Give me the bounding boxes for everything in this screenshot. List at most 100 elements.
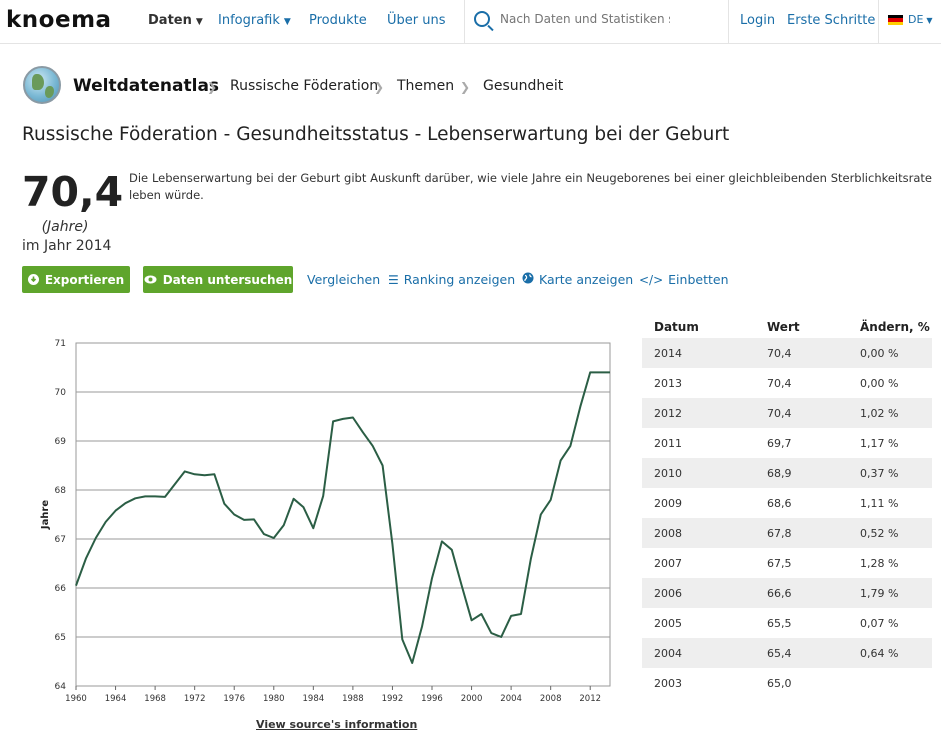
breadcrumb-root[interactable]: Weltdatenatlas (73, 76, 220, 96)
search-input[interactable] (500, 12, 670, 26)
table-row: 2012 70,4 1,02 % (642, 398, 932, 428)
y-tick-label: 71 (55, 339, 66, 349)
breadcrumb-item-health[interactable]: Gesundheit (483, 78, 564, 94)
x-tick-label: 2000 (461, 694, 483, 704)
indicator-description: Die Lebenserwartung bei der Geburt gibt … (129, 171, 932, 202)
nav-produkte[interactable]: Produkte (309, 13, 367, 28)
cell-date: 2010 (654, 467, 682, 480)
table-row: 2003 65,0 (642, 668, 932, 698)
x-tick-label: 1984 (303, 694, 325, 704)
nav-divider (728, 0, 729, 44)
y-tick-label: 65 (55, 633, 66, 643)
breadcrumb-item-country[interactable]: Russische Föderation (230, 78, 379, 94)
embed-link[interactable]: </> Einbetten (639, 272, 729, 287)
cell-change: 0,00 % (860, 377, 899, 390)
view-source-link[interactable]: View source's information (256, 718, 418, 731)
header-date: Datum (654, 320, 699, 334)
plot-frame (75, 342, 611, 687)
eye-icon (144, 273, 157, 287)
cell-date: 2012 (654, 407, 682, 420)
export-button[interactable]: Exportieren (22, 266, 130, 293)
y-tick-label: 69 (55, 437, 67, 447)
y-tick-label: 70 (55, 388, 67, 398)
nav-infografik-label: Infografik (218, 13, 280, 28)
cell-value: 68,9 (767, 467, 792, 480)
first-steps-link[interactable]: Erste Schritte (787, 13, 876, 28)
cell-change: 0,37 % (860, 467, 899, 480)
embed-label: Einbetten (668, 272, 729, 287)
knoema-logo[interactable]: knoema (6, 7, 112, 33)
life-expectancy-chart: 64 65 66 67 68 69 70 71 1960 1964 1968 1972 1976 1980… (40, 339, 611, 704)
cell-value: 70,4 (767, 407, 792, 420)
ranking-link[interactable]: ☰ Ranking anzeigen (388, 272, 515, 287)
table-row: 2009 68,6 1,11 % (642, 488, 932, 518)
table-row: 2008 67,8 0,52 % (642, 518, 932, 548)
header-value: Wert (767, 320, 800, 334)
x-tick-label: 1988 (342, 694, 364, 704)
cell-date: 2006 (654, 587, 682, 600)
page-title: Russische Föderation - Gesundheitsstatus… (22, 124, 730, 145)
cell-change: 1,28 % (860, 557, 899, 570)
nav-infografik[interactable]: Infografik ▼ (218, 13, 291, 28)
cell-date: 2013 (654, 377, 682, 390)
value-unit: (Jahre) (41, 219, 89, 235)
chevron-down-icon: ▼ (283, 17, 291, 27)
table-row: 2006 66,6 1,79 % (642, 578, 932, 608)
search-icon[interactable] (474, 11, 490, 27)
value-year: im Jahr 2014 (22, 238, 112, 254)
chevron-right-icon: ❯ (207, 80, 218, 94)
nav-ueber-uns[interactable]: Über uns (387, 13, 446, 28)
nav-divider (878, 0, 879, 44)
table-row: 2004 65,4 0,64 % (642, 638, 932, 668)
top-navigation: knoema Daten ▼ Infografik ▼ Produkte Über … (0, 0, 941, 44)
x-tick-label: 1996 (421, 694, 443, 704)
map-label: Karte anzeigen (539, 272, 634, 287)
cell-date: 2003 (654, 677, 682, 690)
cell-value: 65,5 (767, 617, 792, 630)
cell-change: 1,02 % (860, 407, 899, 420)
cell-change: 0,00 % (860, 347, 899, 360)
cell-value: 68,6 (767, 497, 792, 510)
cell-change: 0,52 % (860, 527, 899, 540)
cell-date: 2009 (654, 497, 682, 510)
table-row: 2005 65,5 0,07 % (642, 608, 932, 638)
table-header: Datum Wert Ändern, % (642, 316, 932, 338)
german-flag-icon[interactable] (888, 15, 903, 25)
header-change: Ändern, % (860, 320, 930, 334)
chevron-right-icon: ❯ (374, 80, 385, 94)
breadcrumb-item-topics[interactable]: Themen (397, 78, 455, 94)
table-row: 2010 68,9 0,37 % (642, 458, 932, 488)
table-row: 2007 67,5 1,28 % (642, 548, 932, 578)
login-link[interactable]: Login (740, 13, 776, 28)
data-table: Datum Wert Ändern, % 2014 70,4 0,00 % 2013 7… (642, 316, 932, 698)
cell-change: 1,79 % (860, 587, 899, 600)
explore-data-button[interactable]: Daten untersuchen (143, 266, 293, 293)
language-selector[interactable]: DE ▼ (908, 13, 933, 26)
cell-value: 66,6 (767, 587, 792, 600)
nav-daten[interactable]: Daten ▼ (148, 13, 203, 28)
chevron-right-icon: ❯ (460, 80, 471, 94)
chevron-down-icon: ▼ (195, 17, 203, 27)
compare-link[interactable]: Vergleichen (307, 272, 381, 287)
search-box[interactable] (474, 10, 674, 32)
y-axis-label: Jahre (40, 500, 51, 531)
cell-date: 2008 (654, 527, 682, 540)
table-row: 2013 70,4 0,00 % (642, 368, 932, 398)
cell-value: 69,7 (767, 437, 792, 450)
x-tick-label: 1976 (223, 694, 245, 704)
x-tick-label: 1992 (382, 694, 404, 704)
language-label: DE (908, 13, 924, 26)
cell-value: 70,4 (767, 347, 792, 360)
map-link[interactable]: Karte anzeigen (522, 272, 633, 287)
explore-data-label: Daten untersuchen (162, 272, 293, 287)
cell-value: 67,5 (767, 557, 792, 570)
y-tick-label: 68 (55, 486, 67, 496)
globe-icon[interactable] (23, 66, 61, 104)
cell-value: 67,8 (767, 527, 792, 540)
cell-date: 2011 (654, 437, 682, 450)
cell-date: 2004 (654, 647, 682, 660)
table-row: 2014 70,4 0,00 % (642, 338, 932, 368)
cell-value: 65,0 (767, 677, 792, 690)
x-tick-label: 2012 (579, 694, 601, 704)
nav-divider (464, 0, 465, 44)
